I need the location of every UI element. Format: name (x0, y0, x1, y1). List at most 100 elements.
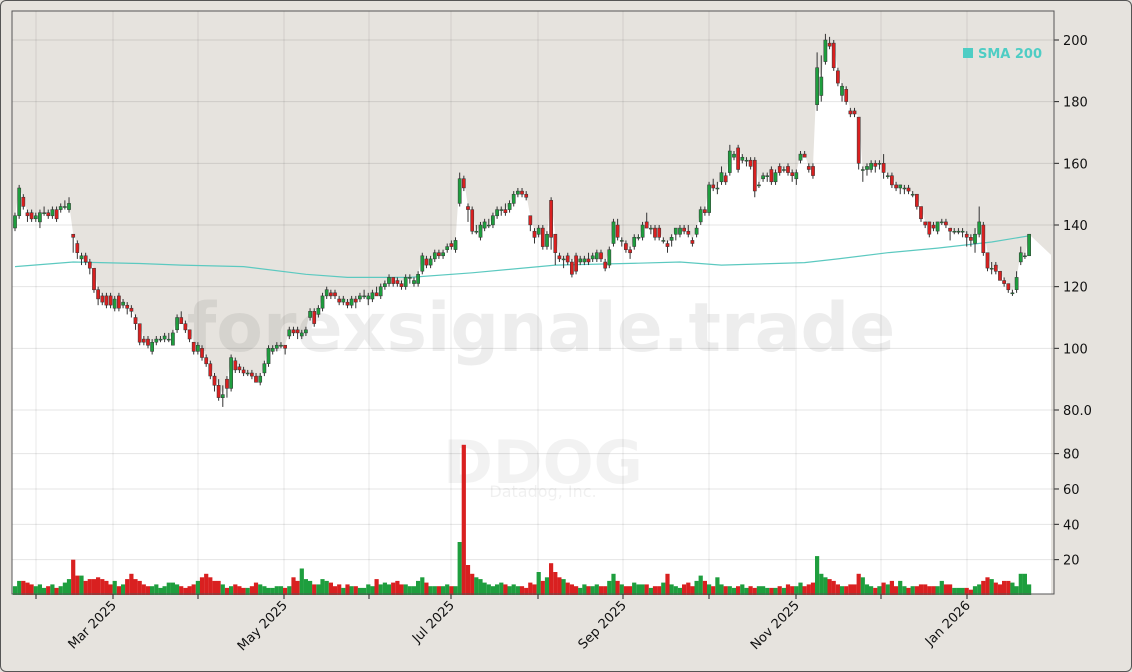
candle-body (137, 323, 142, 343)
volume-bar (652, 586, 658, 595)
volume-bar (270, 587, 275, 595)
volume-bar (644, 584, 649, 595)
candle (329, 289, 333, 299)
candle-body (358, 295, 362, 300)
candle-body (873, 163, 878, 167)
volume-bar (636, 584, 641, 595)
candle (108, 292, 113, 309)
candle (532, 228, 537, 244)
candle-body (653, 227, 657, 238)
volume-bar (748, 586, 753, 595)
volume-bar (183, 587, 188, 595)
candle-body (58, 206, 63, 210)
candle (391, 277, 396, 287)
candle-body (457, 178, 462, 204)
candle (516, 187, 520, 198)
candle (129, 305, 134, 318)
candle-body (590, 255, 595, 260)
candle (856, 116, 861, 170)
candle-body (503, 209, 508, 213)
candle-body (150, 341, 154, 352)
volume-bar (465, 565, 471, 595)
candle-body (520, 190, 524, 195)
volume-bar (993, 582, 998, 595)
candle-body (744, 159, 749, 162)
candle (894, 181, 898, 192)
candle-body (694, 227, 699, 235)
volume-bar (781, 587, 786, 595)
candle (944, 218, 948, 229)
candle (1018, 246, 1023, 266)
candle-body (823, 39, 828, 62)
candle-body (495, 209, 499, 217)
candle-body (125, 304, 130, 309)
watermark-company: Datadog, Inc. (489, 482, 596, 501)
candle (466, 203, 470, 222)
time-tick-label: Mar 2025 (66, 598, 120, 652)
candle-body (806, 166, 811, 170)
volume-bar (133, 579, 138, 595)
volume-bar (461, 444, 466, 595)
candle (578, 255, 583, 266)
candle-body (21, 196, 26, 207)
candle-body (819, 76, 824, 96)
volume-bar (420, 577, 425, 595)
volume-bar (125, 579, 130, 595)
volume-bar (823, 577, 828, 595)
volume-bar (877, 586, 882, 595)
volume-bar (87, 579, 92, 595)
candle-body (682, 227, 686, 232)
volume-bar (1027, 584, 1032, 595)
candle (769, 166, 774, 185)
candle (644, 212, 649, 229)
watermark: forexsignale.trade DDOG Datadog, Inc. (187, 289, 896, 501)
volume-bar (91, 579, 97, 595)
candle-body (250, 372, 254, 377)
candle (931, 221, 936, 232)
candle-body (204, 357, 209, 365)
candle-body (582, 258, 587, 263)
candle (740, 154, 745, 164)
volume-bar (553, 572, 558, 595)
candle-body (952, 230, 957, 233)
volume-bar (744, 587, 749, 595)
volume-bar (204, 573, 209, 595)
candle (786, 163, 790, 176)
candle-body (100, 295, 105, 303)
candle (50, 206, 55, 219)
sma-200-polyline (14, 235, 1030, 278)
candle-body (345, 301, 350, 306)
candle (324, 286, 329, 299)
candle-body (428, 258, 433, 266)
volume-bar (628, 586, 633, 595)
candle-body (25, 212, 30, 217)
candle (545, 231, 549, 250)
candle-body (673, 227, 678, 235)
candle (707, 181, 711, 216)
candle-body (528, 215, 533, 226)
volume-bar (170, 582, 175, 595)
candle (117, 292, 121, 312)
candle-body (299, 332, 304, 337)
candle (378, 283, 383, 299)
volume-bar (445, 584, 450, 595)
volume-bar (968, 589, 973, 595)
candle (191, 341, 196, 355)
candle-body (229, 357, 233, 389)
candle (349, 295, 354, 309)
watermark-symbol: DDOG (443, 428, 643, 498)
candle (565, 252, 570, 266)
volume-bar (503, 584, 508, 595)
candle (200, 345, 204, 361)
candle (141, 335, 146, 346)
volume-bar (831, 580, 836, 595)
candle (42, 206, 46, 216)
candle (915, 193, 919, 210)
price-tick-label: 80.0 (1063, 404, 1092, 419)
candle-body (860, 169, 865, 171)
candle-body (848, 110, 853, 115)
volume-bar (341, 587, 346, 595)
volume-bar (603, 586, 608, 595)
volume-bar (432, 586, 437, 595)
volume-bar (827, 579, 832, 595)
